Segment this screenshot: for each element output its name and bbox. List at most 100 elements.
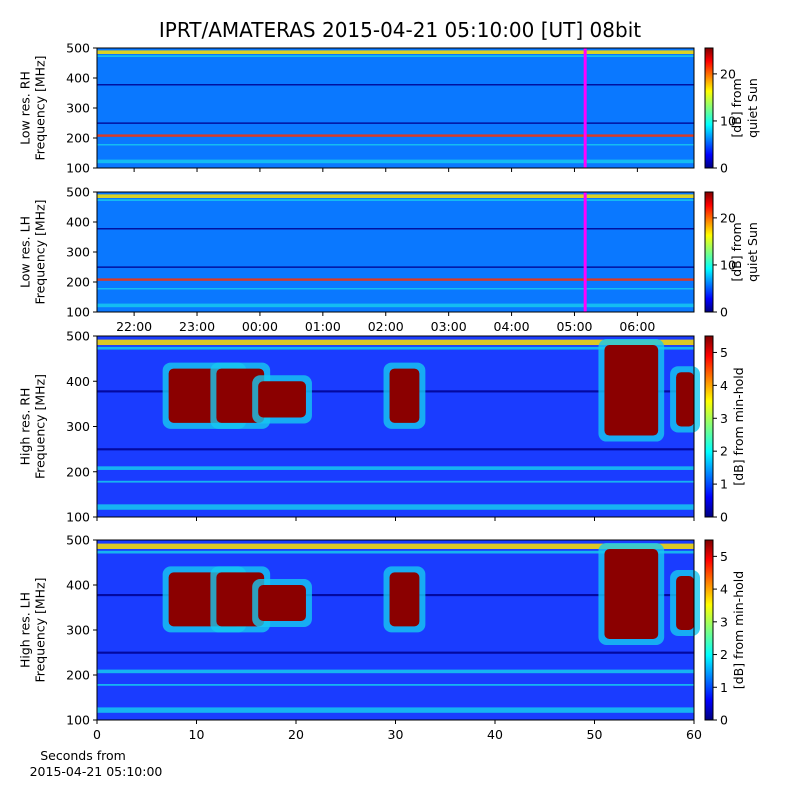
colorbar-tick-label: 2	[720, 647, 728, 662]
colorbar-tick-label: 0	[720, 510, 728, 525]
y-tick-label: 500	[66, 533, 90, 548]
spectrogram-band	[97, 339, 694, 346]
spectrogram-band	[97, 669, 694, 674]
x-tick-label: 02:00	[368, 319, 404, 334]
burst	[258, 585, 306, 621]
colorbar-label: quiet Sun	[745, 78, 760, 138]
colorbar-tick-label: 0	[720, 713, 728, 728]
y-axis-label: Frequency [MHz]	[33, 199, 48, 304]
colorbar-label: [dB] from min-hold	[731, 367, 746, 485]
y-tick-label: 500	[66, 329, 90, 344]
burst	[389, 572, 420, 627]
spectrogram-band	[97, 228, 694, 230]
spectrogram-band	[97, 199, 694, 201]
colorbar-label: [dB] from	[729, 78, 744, 137]
colorbar-tick-label: 2	[720, 444, 728, 459]
spectrogram-band	[97, 50, 694, 54]
x-tick-label: 01:00	[305, 319, 341, 334]
spectrogram-band	[97, 543, 694, 549]
spectrogram	[97, 48, 694, 168]
spectrogram-band	[97, 504, 694, 510]
colorbar	[704, 191, 714, 313]
burst	[676, 576, 694, 630]
x-tick-label: 23:00	[179, 319, 215, 334]
x-axis-label: Seconds from	[40, 748, 126, 763]
x-tick-label: 60	[686, 727, 702, 742]
y-tick-label: 300	[66, 101, 90, 116]
x-tick-label: 05:00	[556, 319, 592, 334]
y-tick-label: 400	[66, 71, 90, 86]
colorbar-tick-label: 4	[720, 582, 728, 597]
x-tick-label: 10	[189, 727, 205, 742]
spectrogram-band	[97, 122, 694, 124]
spectrogram-band	[97, 144, 694, 146]
x-tick-label: 06:00	[619, 319, 655, 334]
x-tick-label: 20	[288, 727, 304, 742]
colorbar	[704, 47, 714, 169]
y-axis-label: Low res. RH	[18, 71, 33, 145]
spectrogram-band	[97, 194, 694, 198]
x-tick-label: 00:00	[242, 319, 278, 334]
colorbar-tick-label: 4	[720, 378, 728, 393]
spectrogram	[97, 192, 694, 312]
y-axis-label: High res. LH	[18, 592, 33, 668]
x-tick-label: 22:00	[116, 319, 152, 334]
y-tick-label: 200	[66, 668, 90, 683]
burst	[604, 345, 659, 436]
colorbar	[704, 335, 714, 518]
spectrogram-band	[97, 84, 694, 86]
y-tick-label: 500	[66, 41, 90, 56]
spectrogram-band	[97, 480, 694, 483]
spectrogram-band	[97, 266, 694, 268]
colorbar-tick-label: 10	[720, 257, 736, 272]
y-axis-label: Frequency [MHz]	[33, 577, 48, 682]
colorbar-tick-label: 20	[720, 210, 736, 225]
colorbar-tick-label: 0	[720, 161, 728, 176]
burst	[389, 368, 420, 423]
y-tick-label: 200	[66, 131, 90, 146]
spectrogram-band	[97, 278, 694, 281]
spectrogram-band	[97, 159, 694, 164]
y-axis-label: High res. RH	[18, 388, 33, 466]
spectrogram-band	[97, 55, 694, 57]
y-tick-label: 100	[66, 713, 90, 728]
colorbar-label: quiet Sun	[745, 222, 760, 282]
burst	[676, 372, 694, 427]
x-axis-label: 2015-04-21 05:10:00	[30, 764, 163, 779]
colorbar-tick-label: 10	[720, 113, 736, 128]
x-tick-label: 50	[587, 727, 603, 742]
spectrogram-band	[97, 651, 694, 654]
title: IPRT/AMATERAS 2015-04-21 05:10:00 [UT] 0…	[159, 18, 641, 42]
colorbar-tick-label: 1	[720, 477, 728, 492]
spectrogram-band	[97, 550, 694, 554]
x-tick-label: 40	[487, 727, 503, 742]
y-tick-label: 100	[66, 305, 90, 320]
colorbar-tick-label: 0	[720, 305, 728, 320]
burst	[258, 381, 306, 418]
spectrogram-band	[97, 303, 694, 308]
y-tick-label: 200	[66, 275, 90, 290]
y-tick-label: 400	[66, 215, 90, 230]
y-axis-label: Frequency [MHz]	[33, 55, 48, 160]
x-tick-label: 30	[388, 727, 404, 742]
y-tick-label: 200	[66, 464, 90, 479]
colorbar-tick-label: 3	[720, 411, 728, 426]
colorbar-tick-label: 5	[720, 549, 728, 564]
y-tick-label: 300	[66, 623, 90, 638]
y-axis-label: Low res. LH	[18, 216, 33, 288]
colorbar-label: [dB] from	[729, 222, 744, 281]
spectrogram-band	[97, 684, 694, 686]
spectrogram-band	[97, 346, 694, 350]
spectrogram-band	[97, 707, 694, 713]
spectrogram-band	[97, 288, 694, 290]
x-tick-label: 04:00	[494, 319, 530, 334]
y-tick-label: 100	[66, 510, 90, 525]
y-tick-label: 400	[66, 374, 90, 389]
y-axis-label: Frequency [MHz]	[33, 374, 48, 479]
x-tick-label: 03:00	[431, 319, 467, 334]
y-tick-label: 100	[66, 161, 90, 176]
spectrogram-band	[97, 448, 694, 451]
burst	[604, 549, 659, 639]
colorbar-label: [dB] from min-hold	[731, 571, 746, 689]
spectrogram-band	[97, 466, 694, 470]
